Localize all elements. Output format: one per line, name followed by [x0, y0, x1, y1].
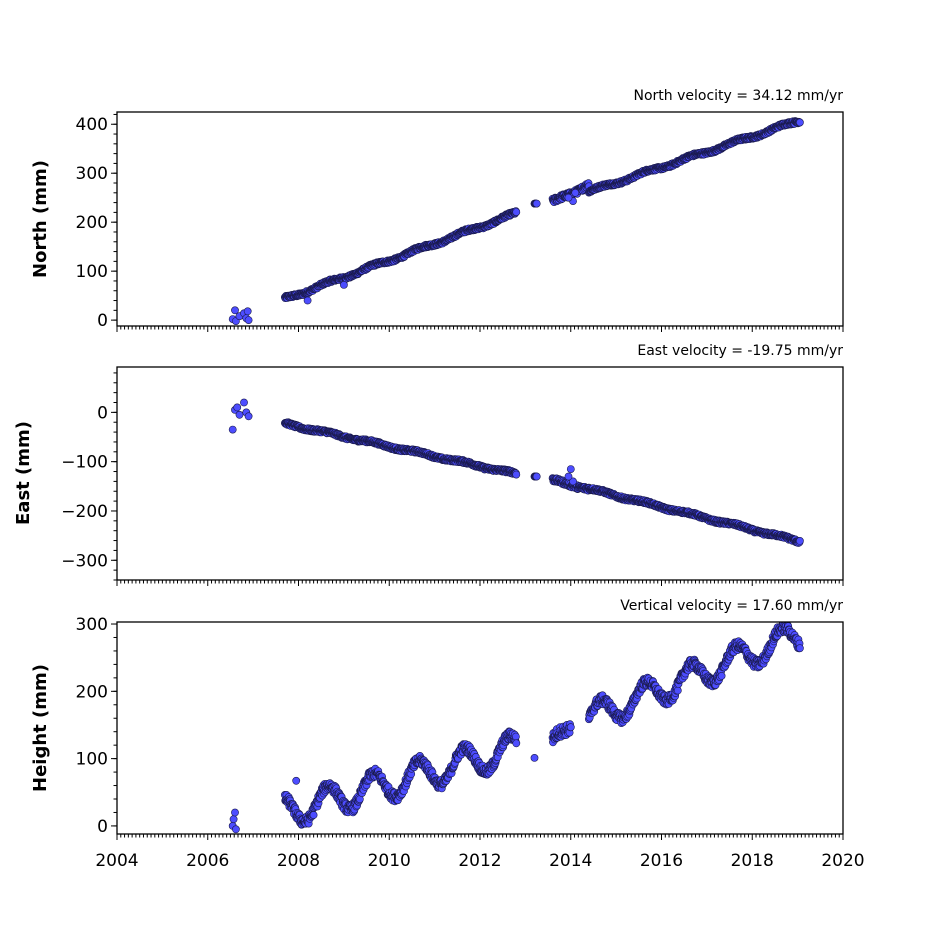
- y-tick-label: −100: [61, 453, 108, 473]
- data-point: [796, 644, 804, 653]
- data-point: [244, 316, 253, 324]
- data-point: [530, 754, 539, 762]
- data-point: [717, 672, 726, 680]
- x-tick-label: 2006: [186, 851, 229, 871]
- data-point: [532, 199, 541, 208]
- x-tick-label: 2018: [731, 851, 774, 871]
- y-tick-label: 300: [76, 615, 108, 635]
- y-tick-label: 100: [76, 262, 108, 282]
- y-tick-label: 200: [76, 213, 108, 233]
- y-tick-label: 0: [97, 403, 108, 423]
- data-point: [673, 686, 682, 695]
- north-velocity-annotation: North velocity = 34.12 mm/yr: [633, 88, 843, 104]
- data-point: [796, 537, 804, 545]
- data-point: [571, 188, 580, 197]
- height-panel: Vertical velocity = 17.60 mm/yr Height (…: [30, 598, 865, 871]
- height-y-axis: 0 100 200 300: [76, 615, 117, 837]
- data-point: [566, 465, 575, 473]
- data-point: [564, 193, 573, 202]
- data-point: [566, 723, 575, 732]
- y-tick-label: 100: [76, 750, 108, 770]
- data-point: [532, 472, 541, 481]
- north-ylabel: North (mm): [30, 160, 51, 278]
- x-tick-label: 2020: [821, 851, 864, 871]
- height-points: [228, 622, 804, 834]
- x-tick-label: 2010: [368, 851, 411, 871]
- data-point: [303, 296, 312, 305]
- north-points: [228, 117, 804, 325]
- north-x-axis: [116, 326, 844, 332]
- y-tick-label: 400: [76, 115, 108, 135]
- data-point: [231, 306, 239, 315]
- data-point: [244, 412, 253, 421]
- y-tick-label: 0: [97, 311, 108, 331]
- y-tick-label: −300: [61, 551, 108, 571]
- data-point: [309, 811, 318, 819]
- data-point: [512, 732, 520, 741]
- east-y-axis: 0 −100 −200 −300: [61, 372, 117, 581]
- data-point: [564, 472, 573, 481]
- data-point: [231, 825, 240, 834]
- height-x-axis: 2004 2006 2008 2010 2012 2014 2016 2018 2020: [95, 834, 865, 871]
- east-ylabel: East (mm): [13, 421, 34, 525]
- x-tick-label: 2008: [277, 851, 320, 871]
- x-tick-label: 2004: [95, 851, 138, 871]
- data-point: [512, 739, 521, 748]
- data-point: [243, 307, 252, 316]
- data-point: [796, 118, 804, 127]
- y-tick-label: 300: [76, 164, 108, 184]
- data-point: [228, 425, 237, 434]
- data-point: [339, 280, 348, 289]
- y-tick-label: −200: [61, 502, 108, 522]
- vertical-velocity-annotation: Vertical velocity = 17.60 mm/yr: [620, 598, 843, 614]
- data-point: [292, 776, 301, 785]
- y-tick-label: 200: [76, 682, 108, 702]
- data-point: [569, 477, 577, 486]
- data-point: [233, 403, 242, 412]
- north-y-axis: 0 100 200 300 400: [76, 113, 117, 331]
- data-point: [231, 808, 239, 817]
- east-velocity-annotation: East velocity = -19.75 mm/yr: [637, 343, 843, 359]
- y-tick-label: 0: [97, 817, 108, 837]
- data-point: [235, 410, 244, 419]
- x-tick-label: 2016: [640, 851, 683, 871]
- x-tick-label: 2014: [549, 851, 592, 871]
- data-point: [240, 398, 248, 407]
- east-panel: East velocity = -19.75 mm/yr East (mm) 0…: [13, 343, 844, 586]
- height-ylabel: Height (mm): [30, 664, 51, 792]
- north-panel: North velocity = 34.12 mm/yr North (mm) …: [30, 88, 844, 332]
- data-point: [512, 208, 521, 216]
- data-point: [229, 815, 238, 824]
- east-x-axis: [116, 580, 844, 586]
- east-points: [228, 398, 804, 547]
- data-point: [512, 470, 521, 479]
- x-tick-label: 2012: [458, 851, 501, 871]
